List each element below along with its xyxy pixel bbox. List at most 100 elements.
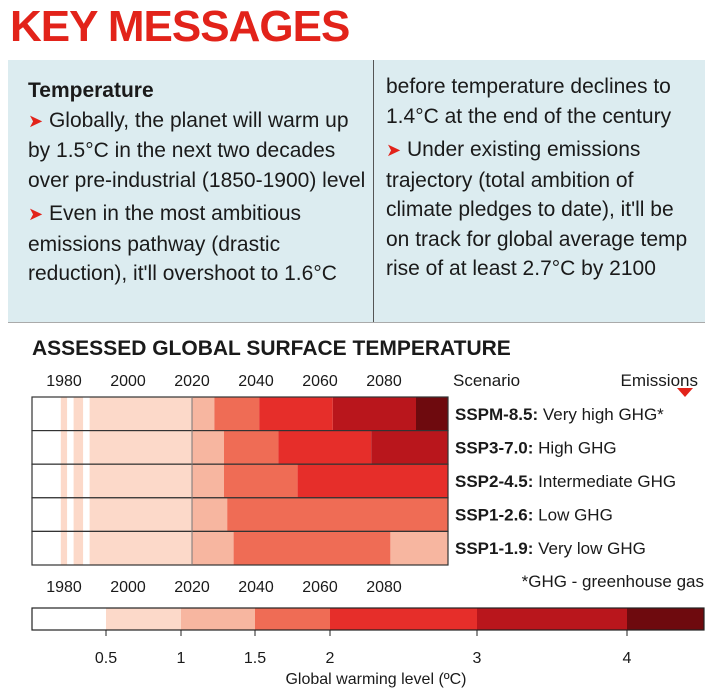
heatmap-cell <box>32 497 61 532</box>
colorbar-label: Global warming level (ºC) <box>285 671 466 688</box>
x-tick-label-top: 2040 <box>238 373 274 390</box>
heatmap-cell <box>128 497 160 532</box>
heatmap-cell <box>67 430 74 465</box>
colorbar-border <box>31 607 705 631</box>
x-tick-label-bottom: 2040 <box>238 579 274 596</box>
page-title: KEY MESSAGES <box>10 2 350 51</box>
heatmap-cell <box>224 430 279 465</box>
heatmap-cell <box>259 397 333 431</box>
message-bullet-3: ➤ Under existing emissions trajectory (t… <box>386 135 701 284</box>
heatmap-cell <box>192 497 228 532</box>
colorbar-bin <box>32 608 106 630</box>
heatmap-cell <box>332 397 416 431</box>
heatmap-cell <box>83 497 90 532</box>
heatmap-cell <box>96 497 128 532</box>
heatmap-cell <box>60 430 68 465</box>
heatmap-cell <box>192 531 234 565</box>
x-tick-label-top: 2000 <box>110 373 146 390</box>
x-tick-label-bottom: 2080 <box>366 579 402 596</box>
key-messages-box: Temperature ➤ Globally, the planet will … <box>8 60 705 322</box>
colorbar-tick-label: 1 <box>177 650 186 667</box>
message-text-2: Even in the most ambitious emissions pat… <box>28 202 337 285</box>
scenario-description: Low GHG <box>538 506 613 525</box>
message-text-3: Under existing emissions trajectory (tot… <box>386 138 688 280</box>
heatmap-cell <box>96 464 128 498</box>
heatmap-cell <box>89 430 96 465</box>
message-continuation: before temperature declines to 1.4°C at … <box>386 75 672 128</box>
heatmap-cell <box>227 497 448 532</box>
heatmap-cell <box>160 464 192 498</box>
footnote: *GHG - greenhouse gas <box>522 572 704 591</box>
heatmap-cell <box>233 531 391 565</box>
heatmap-cell <box>128 430 160 465</box>
heatmap-cell <box>192 430 224 465</box>
heatmap-cell <box>89 531 96 565</box>
scenario-description: Very low GHG <box>538 539 646 558</box>
x-tick-label-bottom: 1980 <box>46 579 82 596</box>
heatmap-cell <box>192 464 224 498</box>
heatmap-cell <box>214 397 260 431</box>
scenario-header: Scenario <box>453 371 520 390</box>
x-tick-label-bottom: 2000 <box>110 579 146 596</box>
heatmap-cell <box>96 531 128 565</box>
heatmap-cell <box>67 531 74 565</box>
colorbar-bin <box>106 608 181 630</box>
colorbar-bin <box>477 608 627 630</box>
colorbar-bin <box>181 608 255 630</box>
temperature-heading: Temperature <box>28 79 154 102</box>
chart-title: ASSESSED GLOBAL SURFACE TEMPERATURE <box>32 337 511 360</box>
scenario-label: SSP1-1.9: Very low GHG <box>455 539 646 558</box>
heatmap-cell <box>73 464 84 498</box>
arrow-bullet-icon: ➤ <box>28 204 44 224</box>
heatmap-cell <box>67 497 74 532</box>
heatmap-cell <box>416 397 448 431</box>
colorbar-bin <box>627 608 704 630</box>
scenario-label: SSPM-8.5: Very high GHG* <box>455 405 664 424</box>
scenario-code: SSP3-7.0: <box>455 438 538 457</box>
heatmap-cell <box>83 430 90 465</box>
heatmap-cell <box>96 430 128 465</box>
heatmap-cell <box>89 397 96 431</box>
heatmap-cell <box>371 430 448 465</box>
colorbar-tick-label: 0.5 <box>95 650 117 667</box>
heatmap-cell <box>128 464 160 498</box>
scenario-description: Very high GHG* <box>543 405 664 424</box>
colorbar-tick-label: 2 <box>326 650 335 667</box>
heatmap-cell <box>297 464 448 498</box>
x-tick-label-top: 2080 <box>366 373 402 390</box>
heatmap-cell <box>60 397 68 431</box>
heatmap-cell <box>278 430 372 465</box>
heatmap-cell <box>128 397 160 431</box>
column-divider <box>373 60 374 322</box>
heatmap-cell <box>32 430 61 465</box>
colorbar-tick-label: 4 <box>623 650 632 667</box>
emissions-arrow-icon <box>677 388 693 397</box>
colorbar-tick-label: 1.5 <box>244 650 266 667</box>
x-tick-label-bottom: 2060 <box>302 579 338 596</box>
heatmap-cell <box>32 531 61 565</box>
scenario-label: SSP3-7.0: High GHG <box>455 438 617 457</box>
heatmap-cell <box>60 464 68 498</box>
heatmap-cell <box>89 464 96 498</box>
heatmap-cell <box>390 531 448 565</box>
messages-right-column: before temperature declines to 1.4°C at … <box>386 72 701 284</box>
heatmap-cell <box>60 497 68 532</box>
emissions-header: Emissions <box>621 371 698 390</box>
row-border <box>31 530 449 566</box>
heatmap-cell <box>32 464 61 498</box>
heatmap-cell <box>224 464 298 498</box>
arrow-bullet-icon: ➤ <box>386 140 402 160</box>
heatmap-cell <box>67 397 74 431</box>
heatmap-cell <box>160 430 192 465</box>
heatmap-cell <box>67 464 74 498</box>
scenario-label: SSP2-4.5: Intermediate GHG <box>455 472 676 491</box>
heatmap-cell <box>83 397 90 431</box>
x-tick-label-bottom: 2020 <box>174 579 210 596</box>
heatmap-cell <box>96 397 128 431</box>
heatmap-cell <box>73 430 84 465</box>
arrow-bullet-icon: ➤ <box>28 110 44 131</box>
scenario-code: SSPM-8.5: <box>455 405 543 424</box>
scenario-code: SSP2-4.5: <box>455 472 538 491</box>
scenario-label: SSP1-2.6: Low GHG <box>455 506 613 525</box>
